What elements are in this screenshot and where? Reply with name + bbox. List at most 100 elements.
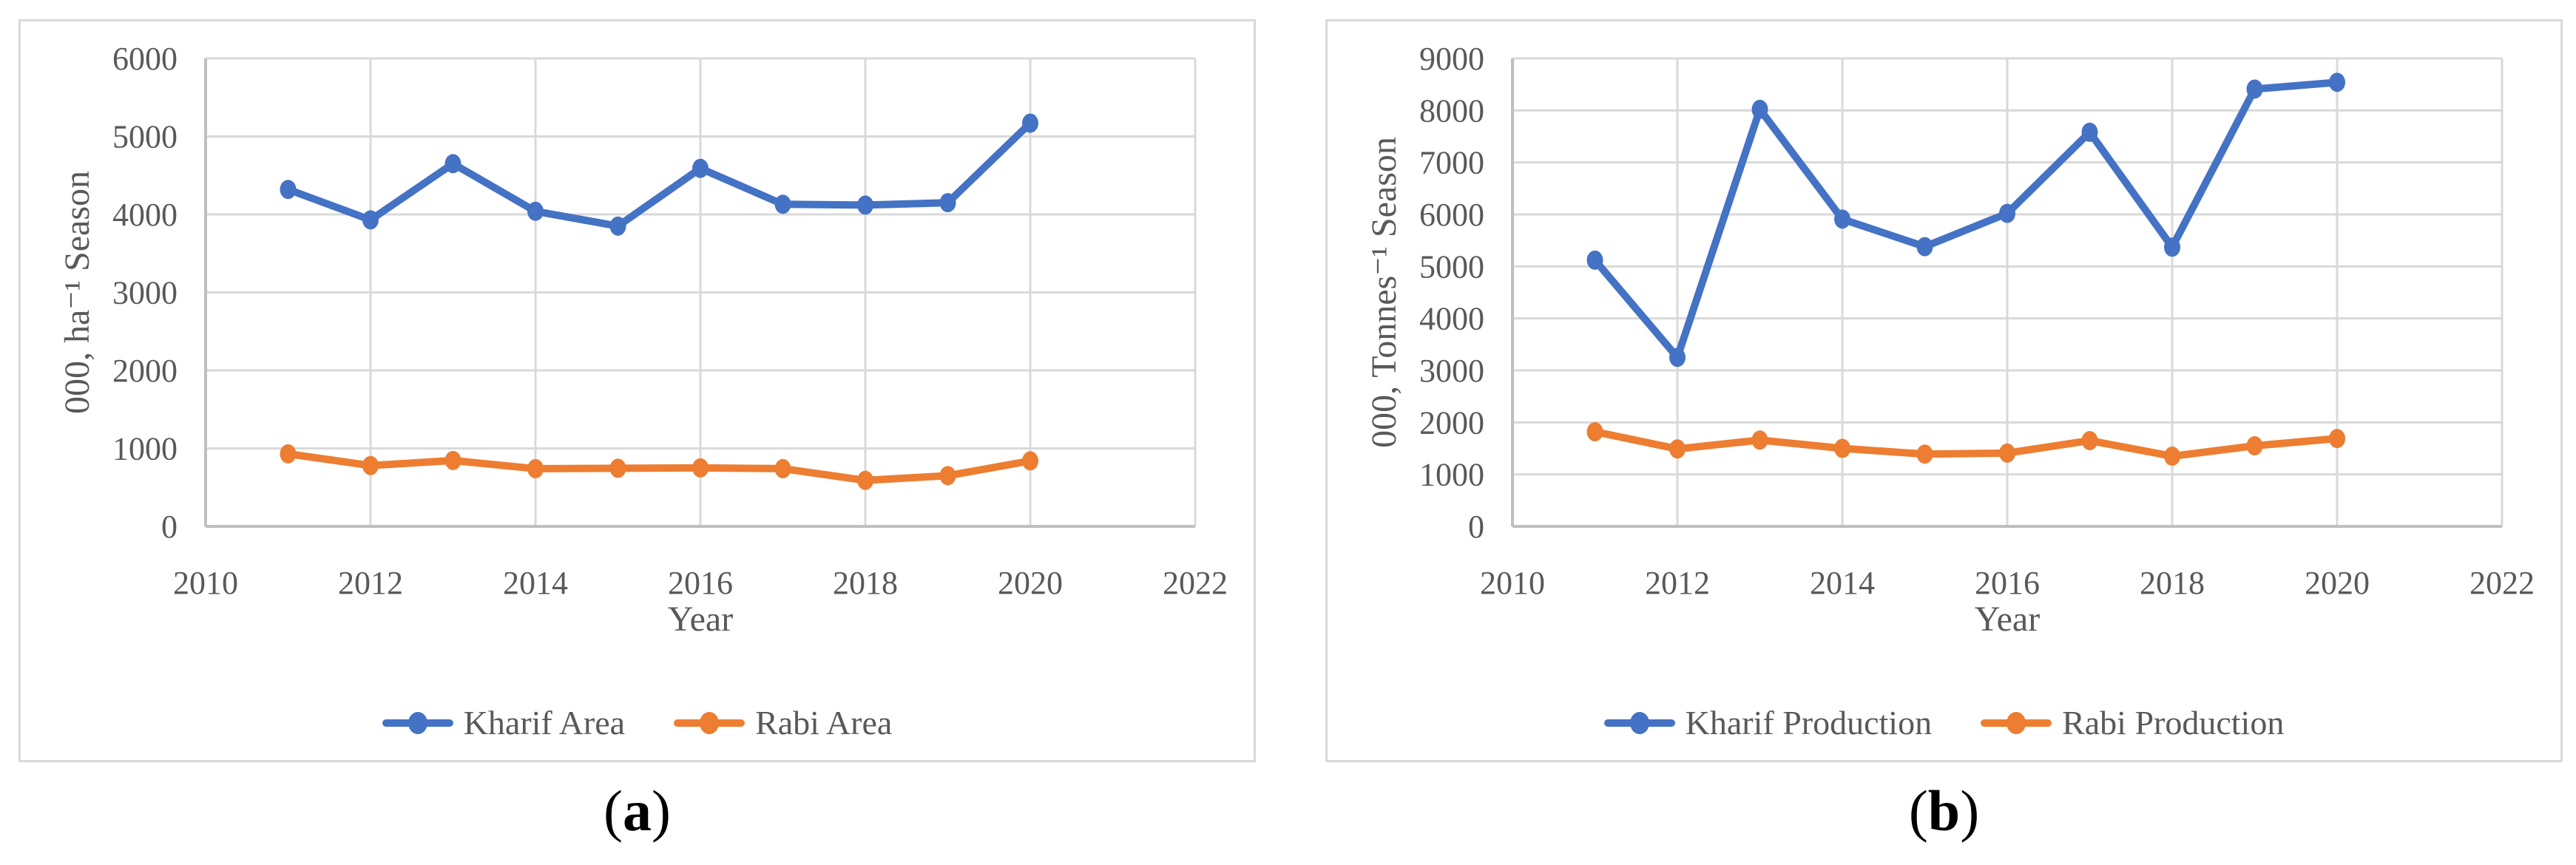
legend-item-rabi-area: Rabi Area [674,706,892,740]
data-point-marker [1669,347,1686,367]
x-tick-label: 2018 [833,565,898,601]
gridlines [204,57,1197,528]
x-tick-label: 2020 [2305,565,2370,601]
series-kharif-production [1586,72,2345,367]
legend-item-kharif-area: Kharif Area [382,706,625,740]
data-point-marker [2246,435,2263,455]
y-tick-label: 6000 [1419,197,1484,233]
legend-label: Rabi Production [2062,704,2285,742]
y-tick-label: 7000 [1419,145,1484,181]
data-point-marker [857,195,873,215]
data-point-marker [527,201,544,221]
caption-open-paren: ( [1908,778,1928,843]
data-point-marker [1022,451,1038,471]
x-tick-label: 2018 [2140,565,2205,601]
data-point-marker [2081,122,2098,142]
legend-a: Kharif Area Rabi Area [21,702,1254,744]
data-point-marker [1022,113,1038,133]
y-tick-label: 5000 [1419,248,1484,285]
data-point-marker [1999,443,2015,463]
x-tick-label: 2016 [668,565,733,601]
x-axis-title: Year [668,600,733,639]
chart-panel-a: 0 1000 2000 3000 4000 5000 6000 2010 2012 2014 201… [18,19,1256,762]
legend-line-marker-icon [1981,712,2052,734]
data-point-marker [692,458,709,478]
area-line-chart: 0 1000 2000 3000 4000 5000 6000 2010 2012 2014 201… [58,41,1228,639]
x-tick-label: 2022 [2469,565,2535,601]
panel-caption-b: (b) [1325,779,2563,843]
data-point-marker [2246,79,2263,99]
legend-item-rabi-production: Rabi Production [1981,706,2284,740]
production-line-chart: 0 1000 2000 3000 4000 5000 6000 7000 8000 9000 201… [1365,41,2535,639]
legend-line-marker-icon [382,712,453,734]
y-tick-label: 0 [1468,509,1484,545]
legend-item-kharif-production: Kharif Production [1603,704,1933,742]
data-point-marker [280,444,297,464]
legend-b: Kharif Production Rabi Production [1328,702,2560,744]
legend-dot-icon [408,712,427,734]
y-tick-label: 6000 [112,41,178,77]
y-axis-title: 000, ha⁻¹ Season [58,171,97,414]
y-tick-label: 8000 [1419,92,1484,129]
data-point-marker [609,458,626,478]
data-point-marker [1999,203,2015,223]
data-point-marker [774,458,791,478]
data-point-marker [692,158,709,178]
y-tick-label: 2000 [1419,404,1484,441]
x-tick-label: 2016 [1975,565,2040,601]
y-tick-label: 9000 [1419,41,1484,77]
y-tick-label: 4000 [112,197,178,233]
caption-letter: a [623,778,652,843]
data-point-marker [2164,447,2180,467]
data-point-marker [2329,429,2345,449]
legend-dot-icon [1629,712,1649,734]
data-point-marker [1834,438,1850,458]
series-line [1591,78,2341,362]
data-point-marker [1834,209,1850,229]
legend-dot-icon [700,712,720,734]
data-point-marker [2164,237,2180,257]
series-kharif-area [280,113,1038,236]
y-tick-label: 3000 [1419,353,1484,389]
caption-letter: b [1927,778,1961,843]
series-line [1591,427,2341,461]
legend-line-marker-icon [1603,712,1675,734]
chart-panel-b: 0 1000 2000 3000 4000 5000 6000 7000 8000 9000 201… [1325,19,2563,762]
panel-caption-a: (a) [18,779,1256,843]
legend-label: Rabi Area [755,704,893,742]
y-tick-label: 4000 [1419,301,1484,337]
y-tick-label: 1000 [1419,457,1484,493]
data-point-marker [1751,99,1768,119]
y-tick-label: 3000 [112,274,178,311]
series-line [284,450,1034,484]
data-point-marker [2329,72,2345,92]
x-tick-label: 2022 [1163,565,1228,601]
data-point-marker [362,210,379,230]
x-tick-label: 2020 [998,565,1063,601]
series-line [284,119,1034,230]
data-point-marker [1669,439,1686,459]
x-axis-title: Year [1975,600,2040,639]
legend-label: Kharif Area [463,704,626,742]
y-tick-label: 2000 [112,353,178,389]
data-point-marker [609,216,626,236]
legend-label: Kharif Production [1685,704,1933,742]
data-point-marker [1916,237,1933,257]
x-tick-label: 2012 [338,565,403,601]
legend-dot-icon [2007,712,2026,734]
y-tick-label: 0 [161,509,178,545]
data-point-marker [857,470,873,490]
data-point-marker [527,458,544,478]
x-tick-label: 2010 [1480,565,1545,601]
data-point-marker [362,455,379,475]
data-point-marker [444,154,462,174]
data-point-marker [1586,421,1603,441]
data-point-marker [280,180,297,200]
data-point-marker [1751,430,1768,450]
data-point-marker [1586,250,1603,270]
x-tick-label: 2014 [503,565,568,601]
x-tick-label: 2012 [1645,565,1710,601]
y-axis-title: 000, Tonnes⁻¹ Season [1365,137,1404,448]
y-tick-label: 5000 [112,118,178,155]
